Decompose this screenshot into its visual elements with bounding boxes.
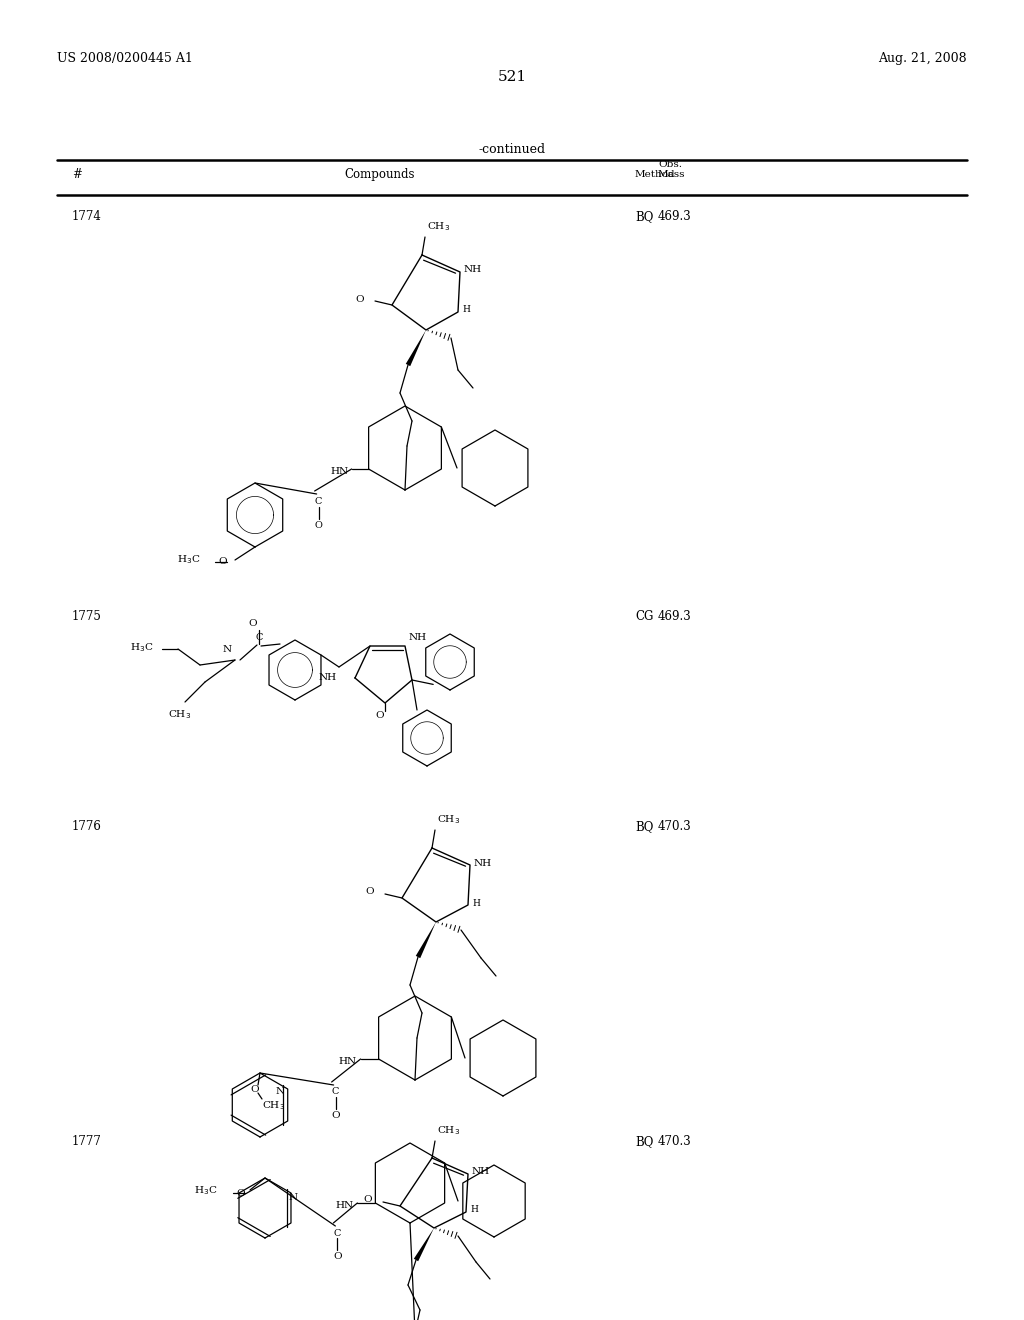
Text: NH: NH	[409, 634, 427, 643]
Text: CH$_3$: CH$_3$	[427, 220, 451, 234]
Text: NH: NH	[464, 265, 482, 275]
Text: 469.3: 469.3	[658, 210, 692, 223]
Text: CH$_3$: CH$_3$	[437, 1125, 460, 1137]
Text: H$_3$C: H$_3$C	[176, 553, 200, 566]
Text: HN: HN	[335, 1200, 353, 1209]
Text: O: O	[237, 1188, 245, 1197]
Text: CH$_3$: CH$_3$	[168, 708, 191, 721]
Text: Obs.: Obs.	[658, 160, 682, 169]
Text: 469.3: 469.3	[658, 610, 692, 623]
Text: BQ: BQ	[635, 820, 653, 833]
Text: NH: NH	[318, 673, 337, 682]
Text: H$_3$C: H$_3$C	[194, 1184, 217, 1197]
Text: NH: NH	[474, 858, 493, 867]
Text: N: N	[222, 645, 231, 655]
Text: C: C	[255, 634, 263, 643]
Text: HN: HN	[331, 466, 348, 475]
Text: BQ: BQ	[635, 210, 653, 223]
Text: 1775: 1775	[72, 610, 101, 623]
Text: H: H	[462, 305, 470, 314]
Text: HN: HN	[339, 1056, 356, 1065]
Text: 1776: 1776	[72, 820, 101, 833]
Text: CH$_3$: CH$_3$	[262, 1100, 285, 1111]
Text: NH: NH	[472, 1167, 490, 1176]
Text: C: C	[315, 496, 323, 506]
Text: 470.3: 470.3	[658, 820, 692, 833]
Text: N: N	[289, 1193, 298, 1203]
Text: C: C	[334, 1229, 341, 1238]
Text: O: O	[333, 1251, 342, 1261]
Text: O: O	[314, 521, 323, 531]
Text: N: N	[275, 1086, 285, 1096]
Text: BQ: BQ	[635, 1135, 653, 1148]
Text: O: O	[249, 619, 257, 628]
Text: Mass: Mass	[658, 170, 685, 180]
Text: O: O	[376, 711, 384, 719]
Text: Method: Method	[635, 170, 676, 180]
Text: CH$_3$: CH$_3$	[437, 813, 460, 826]
Text: O: O	[251, 1085, 259, 1094]
Text: O: O	[218, 557, 227, 566]
Polygon shape	[416, 921, 436, 958]
Text: 521: 521	[498, 70, 526, 84]
Text: O: O	[364, 1196, 372, 1204]
Text: 1777: 1777	[72, 1135, 101, 1148]
Text: US 2008/0200445 A1: US 2008/0200445 A1	[57, 51, 193, 65]
Polygon shape	[414, 1228, 434, 1261]
Text: H: H	[470, 1205, 478, 1214]
Text: H: H	[472, 899, 480, 908]
Polygon shape	[406, 330, 426, 366]
Text: Compounds: Compounds	[345, 168, 416, 181]
Text: O: O	[366, 887, 374, 896]
Text: O: O	[355, 294, 364, 304]
Text: #: #	[72, 168, 82, 181]
Text: 1774: 1774	[72, 210, 101, 223]
Text: H$_3$C: H$_3$C	[130, 642, 154, 655]
Text: O: O	[332, 1111, 340, 1119]
Text: CG: CG	[635, 610, 653, 623]
Text: C: C	[332, 1088, 339, 1097]
Text: -continued: -continued	[478, 143, 546, 156]
Text: 470.3: 470.3	[658, 1135, 692, 1148]
Text: Aug. 21, 2008: Aug. 21, 2008	[879, 51, 967, 65]
